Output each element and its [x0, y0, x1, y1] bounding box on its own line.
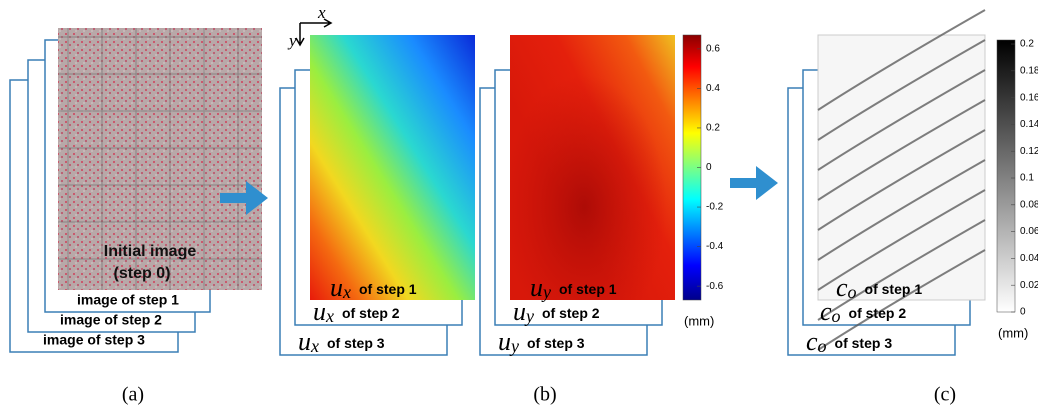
- axis-arrow: [295, 18, 333, 47]
- tick-label: 0.14: [1020, 119, 1038, 130]
- tick-label: 0.16: [1020, 92, 1038, 103]
- step-label: uy of step 3: [498, 327, 585, 356]
- map-shade: [510, 35, 675, 300]
- arrow: [730, 166, 778, 200]
- step-label: co of step 2: [820, 297, 906, 326]
- step-text: of step 3: [327, 335, 385, 351]
- caption: (b): [533, 384, 556, 406]
- symbol: u: [330, 273, 343, 302]
- symbol: c: [820, 297, 832, 326]
- tick-label: 0.2: [1020, 39, 1034, 50]
- tick-label: 0.2: [706, 123, 720, 134]
- subscript: x: [342, 282, 351, 302]
- tick-label: 0.08: [1020, 199, 1038, 210]
- tick-label: 0: [706, 162, 712, 173]
- subscript: o: [832, 306, 841, 326]
- step-text: of step 1: [865, 281, 923, 297]
- crack: [817, 159, 986, 261]
- unit: (mm): [998, 325, 1028, 340]
- crack: [817, 9, 986, 111]
- crack: [817, 69, 986, 171]
- crack: [817, 99, 986, 201]
- step-text: of step 2: [542, 305, 600, 321]
- tick-label: -0.6: [706, 281, 724, 292]
- step-label: ux of step 3: [298, 327, 385, 356]
- unit: (mm): [684, 313, 714, 328]
- axis-label: y: [287, 31, 297, 50]
- symbol: c: [836, 273, 848, 302]
- step-label: uy of step 2: [513, 297, 600, 326]
- tick-label: 0.02: [1020, 280, 1038, 291]
- step-text: of step 3: [835, 335, 893, 351]
- step-label: uy of step 1: [530, 273, 617, 302]
- caption: (a): [122, 384, 144, 406]
- arrow: [220, 181, 268, 215]
- image-label: (step 0): [114, 265, 171, 282]
- tick-label: -0.2: [706, 202, 724, 213]
- subscript: y: [524, 306, 534, 326]
- step-label: ux of step 2: [313, 297, 400, 326]
- crack: [817, 129, 986, 231]
- tick-label: 0.1: [1020, 173, 1034, 184]
- map: [310, 35, 475, 300]
- tick-label: 0.04: [1020, 253, 1038, 264]
- subscript: x: [325, 306, 334, 326]
- step-label: image of step 2: [60, 312, 162, 328]
- step-text: of step 3: [527, 335, 585, 351]
- step-text: of step 1: [559, 281, 617, 297]
- crack: [817, 219, 986, 321]
- subscript: y: [541, 282, 551, 302]
- tick-label: 0.12: [1020, 146, 1038, 157]
- tick-label: 0.4: [706, 83, 720, 94]
- crack: [817, 39, 986, 141]
- symbol: u: [530, 273, 543, 302]
- map: [817, 34, 986, 301]
- step-label: image of step 3: [43, 332, 145, 348]
- subscript: o: [848, 282, 857, 302]
- tick-label: -0.4: [706, 241, 724, 252]
- step-text: of step 2: [342, 305, 400, 321]
- cracks: [817, 9, 986, 351]
- tick-label: 0.6: [706, 43, 720, 54]
- tick-label: 0.18: [1020, 65, 1038, 76]
- subscript: x: [310, 336, 319, 356]
- step-text: of step 2: [849, 305, 907, 321]
- crack: [817, 189, 986, 291]
- symbol: u: [298, 327, 311, 356]
- symbol: u: [498, 327, 511, 356]
- colorbar: [996, 39, 1016, 313]
- symbol: u: [313, 297, 326, 326]
- subscript: y: [509, 336, 519, 356]
- photo-grid: [58, 28, 262, 290]
- step-label: ux of step 1: [330, 273, 417, 302]
- symbol: u: [513, 297, 526, 326]
- symbol: c: [806, 327, 818, 356]
- axis-label: x: [317, 3, 326, 22]
- caption: (c): [934, 384, 956, 406]
- subscript: o: [818, 336, 827, 356]
- step-label: co of step 1: [836, 273, 922, 302]
- tick-label: 0: [1020, 307, 1026, 318]
- step-label: co of step 3: [806, 327, 892, 356]
- image-label: Initial image: [104, 243, 197, 260]
- tick-label: 0.06: [1020, 226, 1038, 237]
- crack: [817, 249, 986, 351]
- step-label: image of step 1: [77, 292, 179, 308]
- step-text: of step 1: [359, 281, 417, 297]
